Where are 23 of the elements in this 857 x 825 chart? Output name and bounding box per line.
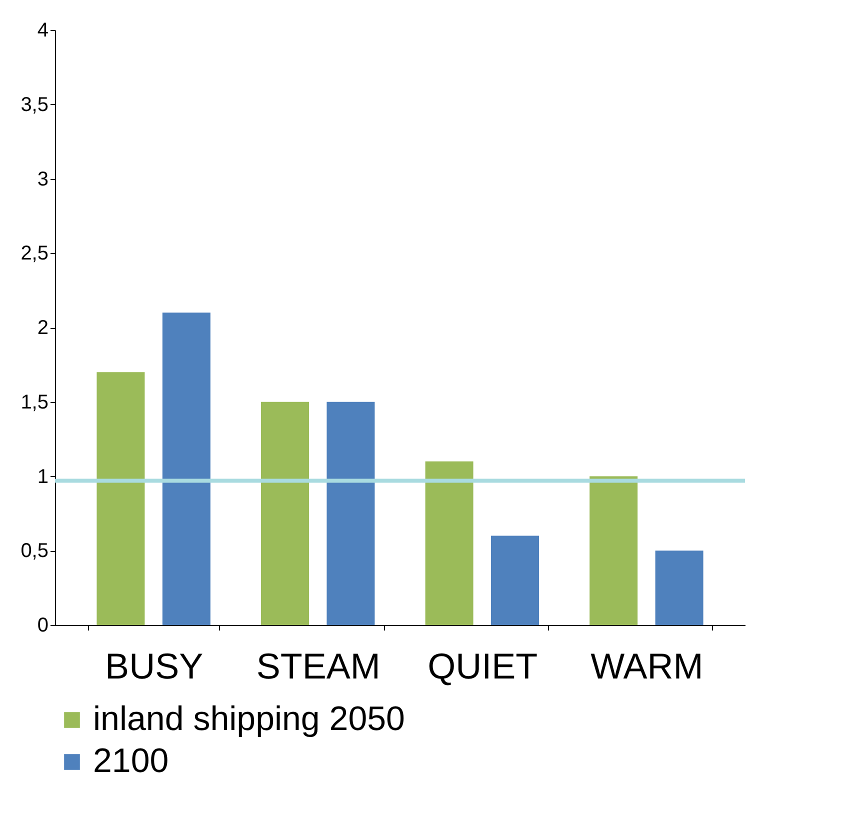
bar	[96, 372, 145, 625]
x-tick-label: STEAM	[256, 646, 380, 686]
bar	[425, 461, 474, 625]
bar	[162, 312, 210, 625]
y-tick-label: 3,5	[20, 94, 48, 116]
legend-label: inland shipping 2050	[93, 700, 405, 738]
y-tick-label: 2	[37, 317, 48, 339]
y-tick-label: 0	[37, 614, 48, 636]
legend-label: 2100	[93, 742, 169, 780]
bar	[261, 402, 309, 625]
y-tick-label: 0,5	[20, 540, 48, 562]
y-tick-label: 3	[37, 168, 48, 190]
bar	[326, 402, 375, 625]
y-tick-label: 1	[37, 466, 48, 488]
bar	[655, 550, 704, 625]
bar	[491, 536, 539, 625]
x-tick-label: QUIET	[428, 646, 538, 686]
y-tick-label: 1,5	[20, 391, 48, 414]
x-tick-label: BUSY	[105, 646, 204, 686]
bar	[590, 476, 638, 625]
y-tick-label: 2,5	[20, 242, 48, 265]
y-tick-label: 4	[37, 20, 48, 42]
x-tick-label: WARM	[590, 646, 704, 686]
